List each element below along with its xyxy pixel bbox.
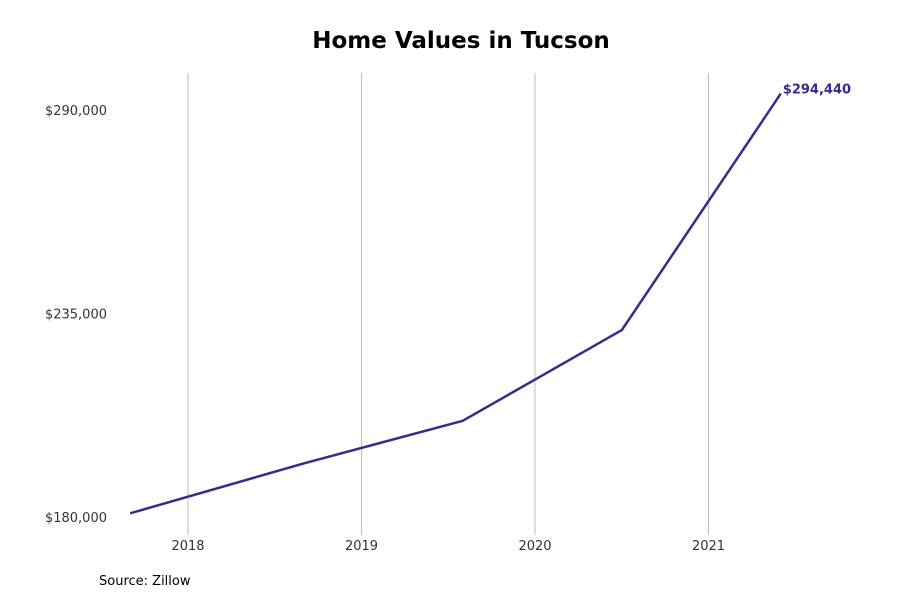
x-tick-label: 2018 (171, 539, 204, 554)
x-axis-ticks: 2018 2019 2020 2021 (171, 539, 725, 554)
data-labels: $294,440 (783, 83, 851, 98)
series-lines (129, 92, 782, 515)
x-tick-label: 2019 (345, 539, 378, 554)
y-tick-label: $290,000 (45, 104, 107, 119)
source-note: Source: Zillow (99, 574, 191, 589)
x-tick-label: 2021 (692, 539, 725, 554)
y-axis-ticks: $180,000 $235,000 $290,000 (45, 104, 107, 526)
end-value-label: $294,440 (783, 83, 851, 98)
y-tick-label: $180,000 (45, 511, 107, 526)
series-line (129, 92, 782, 515)
x-tick-label: 2020 (518, 539, 551, 554)
grid-lines (187, 73, 709, 535)
y-tick-label: $235,000 (45, 308, 107, 323)
chart-title: Home Values in Tucson (312, 28, 610, 54)
